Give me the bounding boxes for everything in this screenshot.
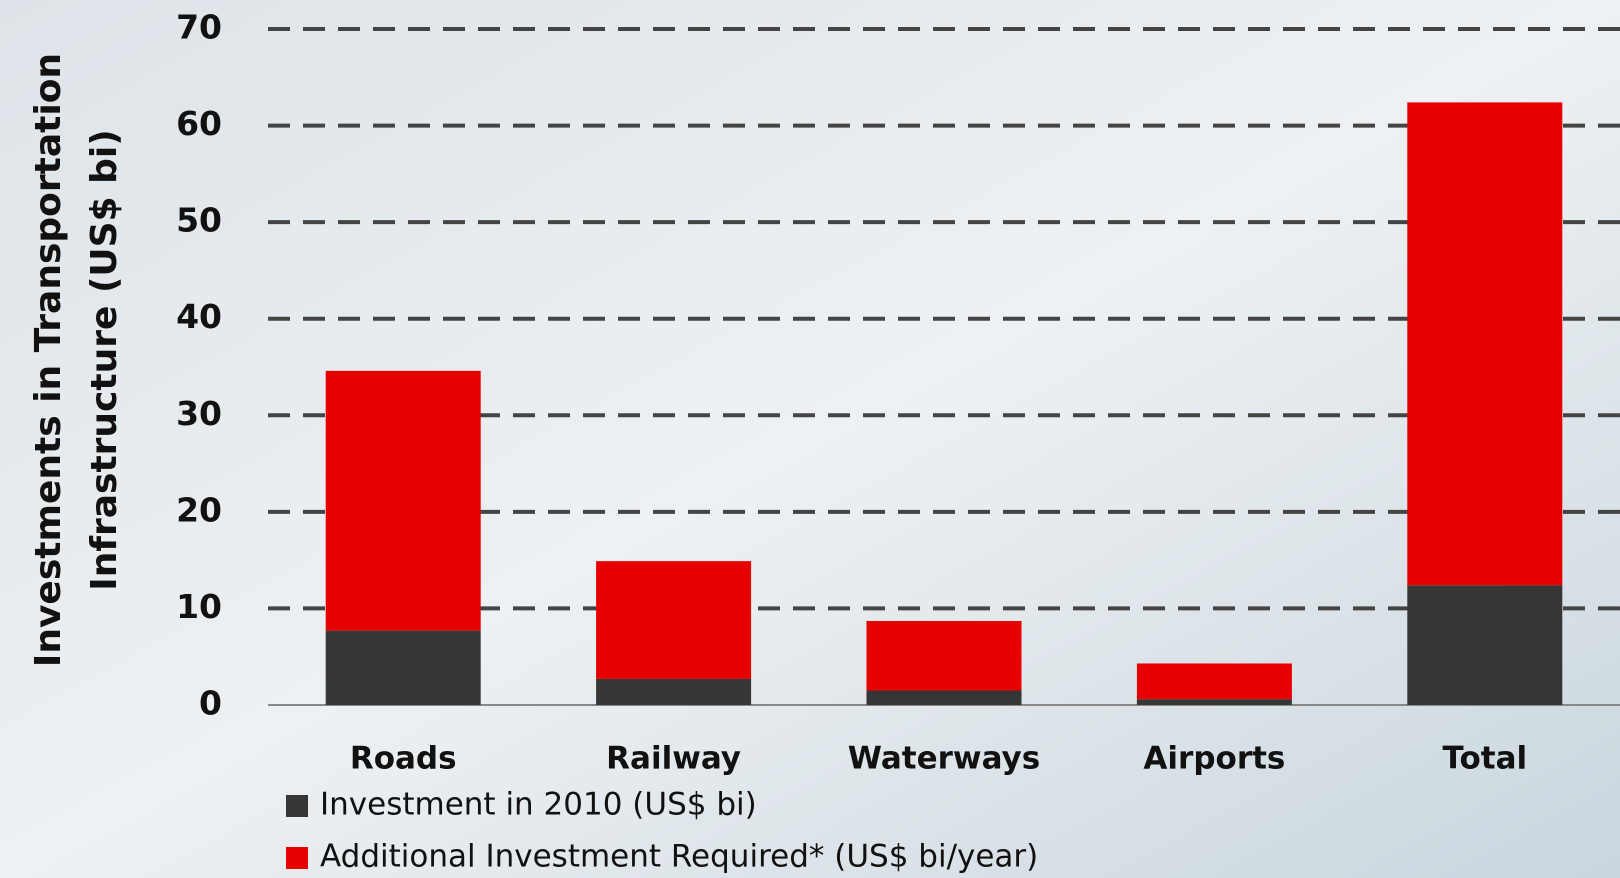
bar-segment	[325, 370, 481, 631]
y-tick-label: 30	[176, 394, 222, 433]
bar-segment	[866, 690, 1022, 705]
bar-segment	[1407, 585, 1563, 705]
bar-segment	[1136, 663, 1292, 700]
bar-segment	[325, 630, 481, 705]
bar-segment	[1136, 699, 1292, 705]
bar-segment	[596, 678, 752, 705]
y-tick-label: 0	[199, 684, 222, 723]
bar-segment	[596, 561, 752, 679]
bar-segment	[866, 620, 1022, 691]
y-axis-title-line: Investments in Transportation	[28, 53, 69, 667]
x-tick-label: Total	[1442, 741, 1527, 777]
y-axis-title-line: Infrastructure (US$ bi)	[84, 129, 125, 590]
y-tick-label: 10	[176, 587, 222, 626]
x-tick-label: Airports	[1143, 741, 1285, 777]
x-tick-label: Roads	[350, 741, 457, 777]
y-tick-label: 70	[176, 8, 222, 47]
legend-swatch	[286, 795, 308, 817]
legend-swatch	[286, 847, 308, 869]
x-tick-label: Waterways	[848, 741, 1040, 777]
legend-label: Additional Investment Required* (US$ bi/…	[320, 839, 1038, 875]
y-tick-label: 20	[176, 490, 222, 529]
x-tick-label: Railway	[606, 741, 741, 777]
y-tick-label: 60	[176, 104, 222, 143]
y-axis-title: Investments in Transportation Infrastruc…	[28, 53, 125, 667]
bar-segment	[1407, 102, 1563, 586]
y-tick-label: 50	[176, 201, 222, 240]
legend-label: Investment in 2010 (US$ bi)	[320, 787, 757, 823]
y-tick-label: 40	[176, 297, 222, 336]
